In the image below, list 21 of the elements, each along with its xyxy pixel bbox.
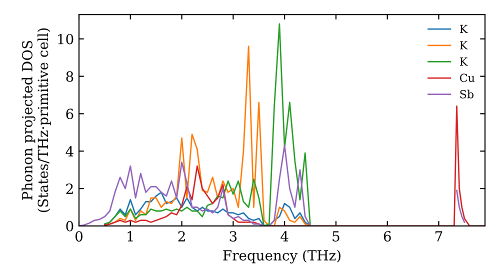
x-tick-label: 3 xyxy=(230,231,237,242)
x-tick-label: 5 xyxy=(332,231,340,242)
legend-label: K xyxy=(460,41,468,50)
legend-label: Cu xyxy=(460,74,475,82)
y-axis-title: Phonon projected DOS (States/THz·primitive cell) xyxy=(22,28,51,212)
y-tick-label: 10 xyxy=(58,34,74,44)
x-tick-label: 7 xyxy=(435,231,442,242)
x-axis-title: Frequency (THz) xyxy=(223,250,340,264)
y-tick-label: 6 xyxy=(66,108,74,120)
y-tick-label: 4 xyxy=(66,146,74,156)
y-tick-label: 0 xyxy=(66,220,74,232)
legend-label: K xyxy=(460,58,468,66)
legend-label: Sb xyxy=(460,90,474,98)
x-tick-label: 1 xyxy=(128,231,133,242)
y-tick-label: 8 xyxy=(66,71,74,82)
x-tick-label: 0 xyxy=(75,231,82,242)
x-tick-label: 4 xyxy=(280,231,288,242)
y-tick-label: 2 xyxy=(66,184,73,194)
legend-label: K xyxy=(460,24,468,34)
x-tick-label: 6 xyxy=(384,231,391,242)
x-tick-label: 2 xyxy=(178,231,185,242)
